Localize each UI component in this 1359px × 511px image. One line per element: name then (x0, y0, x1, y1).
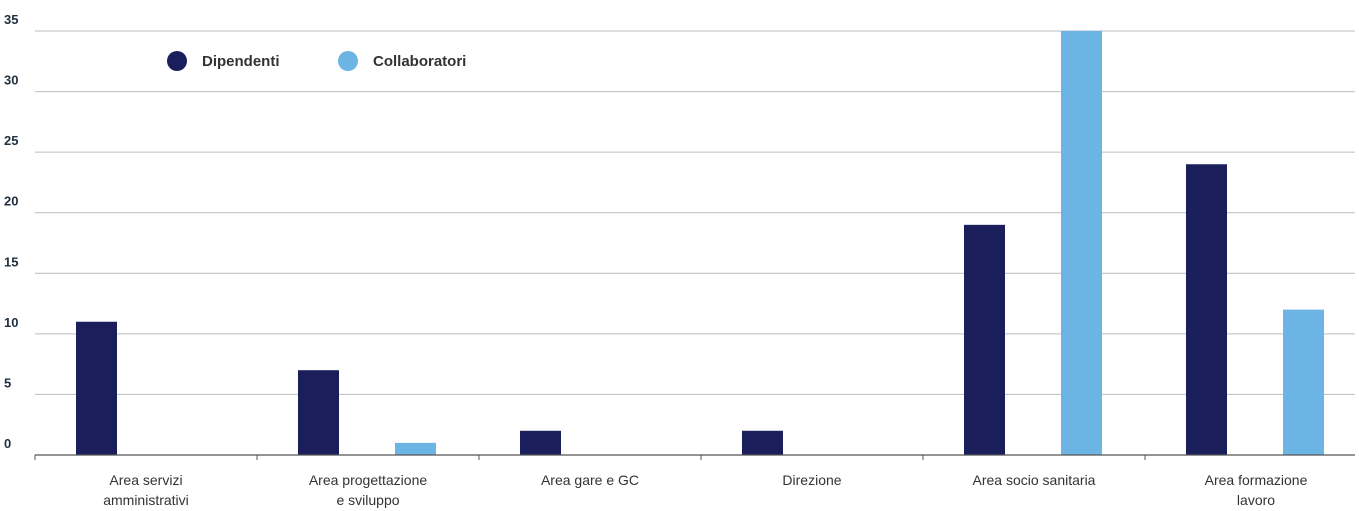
y-tick-label: 30 (4, 73, 18, 88)
gridlines (35, 30, 1355, 395)
legend-swatch (338, 51, 358, 71)
bar-dipendenti (298, 370, 339, 455)
bar-dipendenti (76, 321, 117, 455)
y-tick-label: 0 (4, 436, 11, 451)
bar-collaboratori (1061, 31, 1102, 455)
y-tick-label: 35 (4, 12, 18, 27)
y-tick-label: 15 (4, 254, 18, 269)
x-tick-label: Area socio sanitaria (973, 472, 1096, 488)
bar-collaboratori (395, 442, 436, 455)
x-tick-label: Area progettazione e sviluppo (309, 472, 428, 508)
y-tick-label: 10 (4, 315, 18, 330)
y-tick-label: 5 (4, 375, 11, 390)
legend-label: Collaboratori (373, 53, 466, 70)
x-tick-label: Area formazione lavoro (1205, 472, 1308, 508)
bar-dipendenti (1186, 164, 1227, 455)
bar-dipendenti (742, 430, 783, 455)
y-tick-label: 25 (4, 133, 18, 148)
bar-dipendenti (964, 224, 1005, 455)
bar-dipendenti (520, 430, 561, 455)
x-tick-label: Area servizi amministrativi (103, 472, 189, 508)
bar-collaboratori (1283, 309, 1324, 455)
y-tick-label: 20 (4, 194, 18, 209)
x-tick-label: Direzione (782, 472, 841, 488)
legend: Dipendenti Collaboratori (167, 51, 466, 71)
x-tick-label: Area gare e GC (541, 472, 639, 488)
x-axis: Area servizi amministrativi Area progettaz… (34, 454, 1355, 508)
y-axis-ticks: 0 5 10 15 20 25 30 35 (4, 12, 18, 451)
legend-label: Dipendenti (202, 53, 280, 70)
legend-swatch (167, 51, 187, 71)
bars (76, 31, 1324, 455)
